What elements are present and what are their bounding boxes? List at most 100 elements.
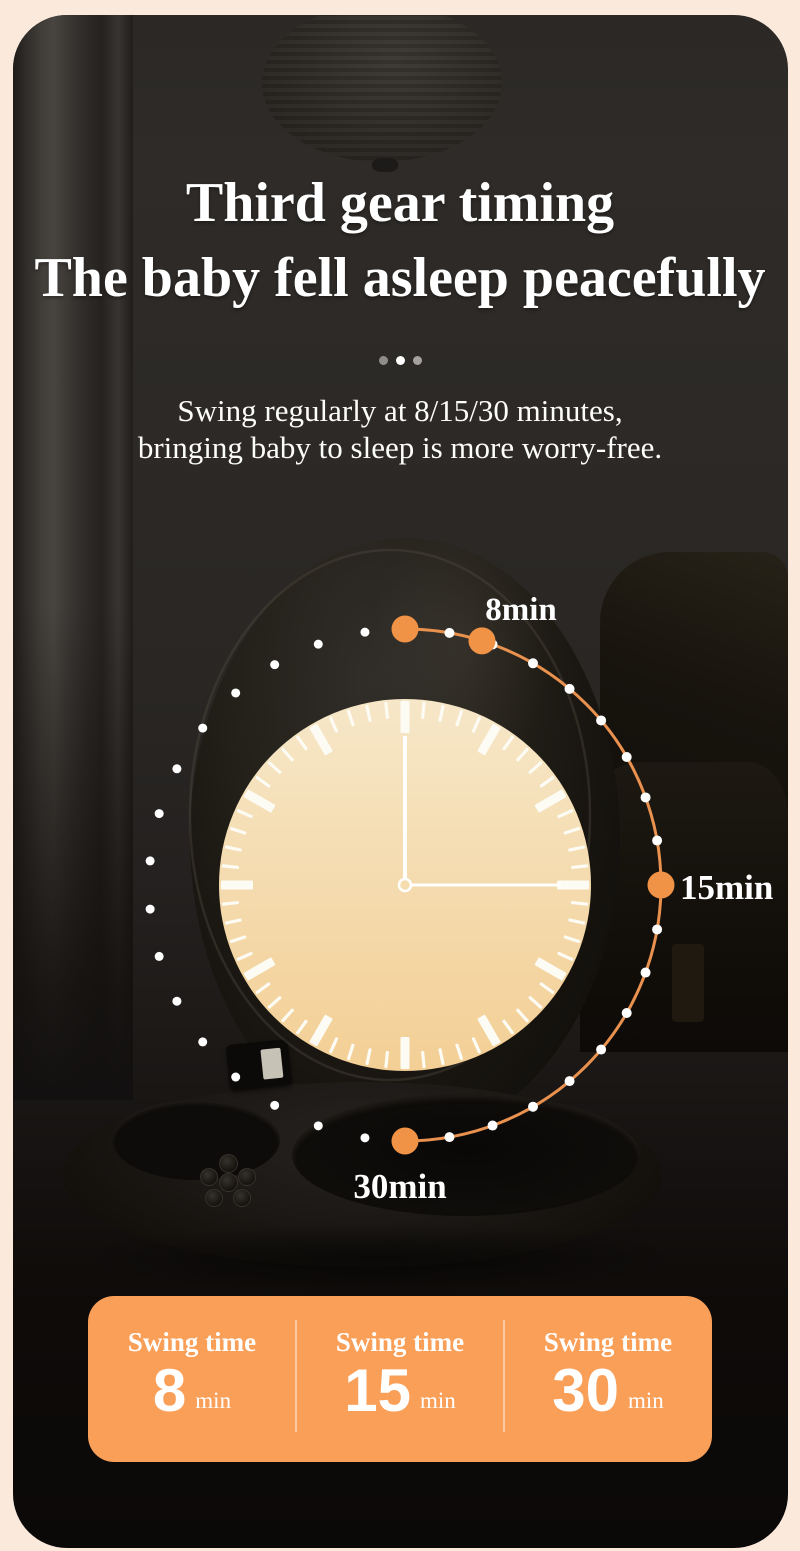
arc-dot — [640, 967, 651, 978]
minute-tick — [346, 1043, 355, 1061]
minute-tick — [420, 1051, 426, 1069]
hour-tick — [534, 957, 567, 981]
minute-tick — [539, 982, 555, 995]
hour-tick — [557, 880, 589, 890]
hour-tick — [534, 789, 567, 813]
ring-dot — [154, 951, 164, 961]
minute-tick — [502, 735, 515, 751]
minute-tick — [563, 826, 581, 835]
hour-tick — [309, 1014, 333, 1047]
minute-tick — [502, 1019, 515, 1035]
arc-dot — [564, 683, 575, 694]
control-button — [238, 1168, 256, 1186]
subtitle-line-1: Swing regularly at 8/15/30 minutes, — [177, 393, 623, 428]
timer-marker-dot-30min — [391, 1127, 419, 1155]
scene-stage: 8min 15min 30min Third gear timing The bab… — [13, 15, 788, 1548]
ring-dot — [172, 996, 182, 1006]
hour-tick — [477, 1014, 501, 1047]
arc-dot — [596, 715, 607, 726]
paper-lantern — [262, 15, 502, 162]
arc-dot — [444, 627, 455, 638]
ring-dot — [154, 809, 164, 819]
ring-dot — [145, 856, 155, 866]
ring-dot — [360, 1133, 370, 1143]
minute-tick — [267, 761, 282, 775]
minute-tick — [229, 826, 247, 835]
swing-time-label: Swing time — [543, 1327, 673, 1357]
control-button — [200, 1168, 218, 1186]
title-line-1: Third gear timing — [185, 172, 615, 234]
minute-tick — [281, 1008, 295, 1023]
minute-tick — [236, 809, 253, 819]
swing-time-label: Swing time — [127, 1327, 257, 1357]
curtain — [13, 15, 133, 1100]
timer-marker-label-30min: 30min — [353, 1167, 446, 1206]
ring-dot — [360, 627, 370, 637]
minute-tick — [221, 864, 239, 870]
couch-leg — [672, 944, 704, 1022]
control-button — [205, 1189, 223, 1207]
minute-tick — [471, 716, 481, 733]
rocker-base-opening-left — [112, 1100, 280, 1180]
ring-dot — [172, 764, 182, 774]
control-button — [233, 1189, 251, 1207]
minute-tick — [528, 761, 543, 775]
ring-dot — [198, 723, 208, 733]
floor-shadow — [70, 1222, 690, 1294]
arc-dot — [640, 792, 651, 803]
ring-dot — [145, 904, 155, 914]
minute-tick — [295, 735, 308, 751]
arc-dot — [444, 1132, 455, 1143]
hour-tick — [243, 789, 276, 813]
swing-time-value: 8 — [152, 1357, 187, 1424]
separator-dots — [13, 356, 788, 365]
minute-tick — [365, 704, 372, 722]
minute-tick — [329, 1037, 339, 1054]
minute-tick — [571, 864, 589, 870]
minute-tick — [471, 1037, 481, 1054]
rocker-base-opening-main — [292, 1094, 640, 1216]
ring-dot — [270, 660, 280, 670]
minute-tick — [346, 709, 355, 727]
timer-diagram: 8min 15min 30min — [145, 548, 773, 1206]
swing-time-unit: min — [195, 1388, 232, 1413]
ring-dot — [313, 1121, 323, 1131]
minute-tick — [224, 918, 242, 925]
rocker-shell-rim — [188, 548, 592, 1082]
timer-arc-start-dot — [391, 615, 419, 643]
swing-time-column-8: Swing time 8 min — [88, 1296, 296, 1462]
page-title: Third gear timing The baby fell asleep p… — [13, 166, 788, 316]
timer-ring-dots — [145, 627, 370, 1143]
timer-marker-dots — [391, 615, 675, 1155]
minute-tick — [384, 701, 390, 719]
minute-tick — [255, 775, 271, 788]
swing-time-value: 15 — [344, 1357, 411, 1424]
minute-tick — [329, 716, 339, 733]
ring-dot — [198, 1037, 208, 1047]
photo-panel: 8min 15min 30min Third gear timing The bab… — [13, 15, 788, 1548]
minute-tick — [571, 900, 589, 906]
minute-tick — [438, 1048, 445, 1066]
timer-marker-label-15min: 15min — [680, 868, 773, 907]
arc-dot — [528, 658, 538, 669]
minute-tick — [563, 935, 581, 944]
minute-tick — [384, 1051, 390, 1069]
arc-dot — [652, 835, 663, 846]
arc-dot — [652, 924, 663, 935]
subtitle-line-2: bringing baby to sleep is more worry-fre… — [137, 430, 663, 465]
minute-tick — [539, 775, 555, 788]
minute-tick — [224, 845, 242, 852]
arc-dot — [621, 1008, 632, 1018]
timer-marker-label-8min: 8min — [485, 592, 557, 628]
separator-dot — [395, 356, 405, 365]
arc-dot — [564, 1076, 575, 1087]
timer-marker-dot-8min — [468, 627, 496, 655]
minute-tick — [568, 918, 586, 925]
minute-tick — [229, 935, 247, 944]
swing-time-value: 30 — [552, 1357, 619, 1424]
timer-marker-labels: 8min 15min 30min — [353, 592, 773, 1206]
swing-time-unit: min — [419, 1388, 456, 1413]
minute-tick — [236, 951, 253, 961]
hour-tick — [221, 880, 253, 890]
